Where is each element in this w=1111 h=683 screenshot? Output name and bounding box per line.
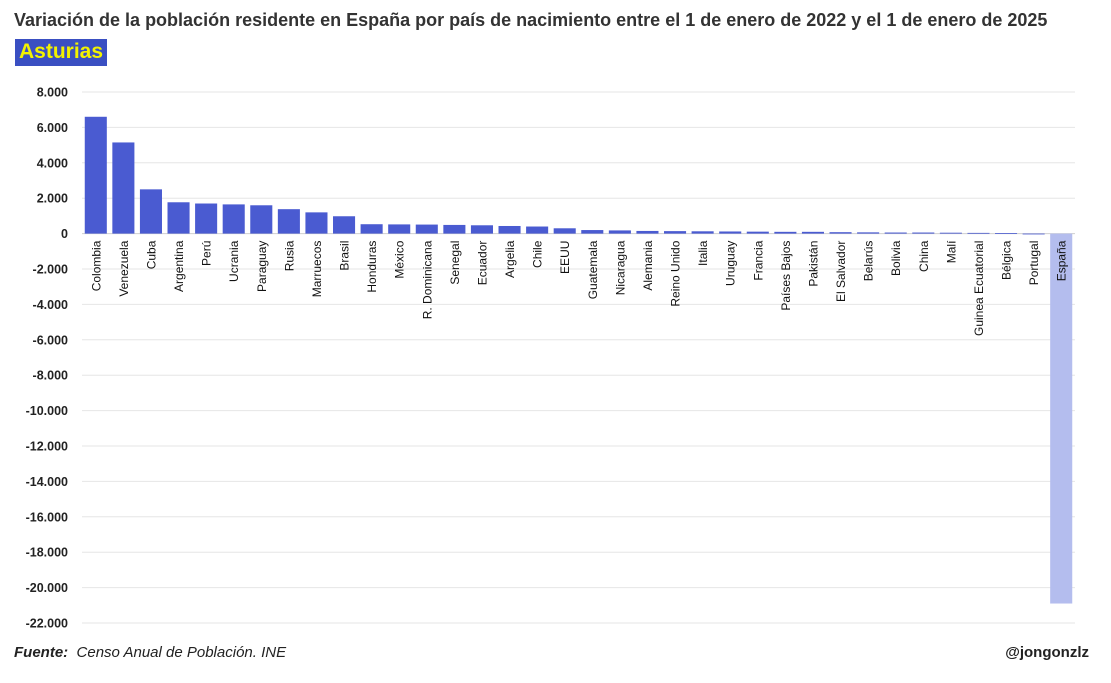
bar <box>388 224 411 234</box>
bar <box>664 231 687 234</box>
x-tick-label: Senegal <box>448 241 462 285</box>
x-tick-label: Argentina <box>172 240 186 292</box>
x-tick-label: Honduras <box>365 241 379 293</box>
y-tick-label: -18.000 <box>26 546 68 560</box>
y-tick-label: 4.000 <box>37 156 68 170</box>
bar <box>553 228 576 234</box>
bar <box>498 225 521 234</box>
source-note: Fuente: Censo Anual de Población. INE <box>14 644 286 661</box>
bar <box>112 142 135 234</box>
x-tick-label: Malí <box>944 240 958 263</box>
y-tick-label: -6.000 <box>33 333 68 347</box>
author-handle: @jongonzlz <box>1005 644 1089 661</box>
bar <box>884 232 907 234</box>
y-tick-label: -12.000 <box>26 440 68 454</box>
bar <box>636 230 659 234</box>
x-tick-label: Belarús <box>862 241 876 282</box>
y-tick-label: 8.000 <box>37 86 68 100</box>
bar <box>746 231 769 234</box>
bar <box>415 224 438 234</box>
y-tick-label: 0 <box>61 227 68 241</box>
chart-title: Variación de la población residente en E… <box>14 10 1048 30</box>
x-tick-label: R. Dominicana <box>420 240 434 319</box>
x-tick-label: Chile <box>531 240 545 268</box>
y-tick-label: -20.000 <box>26 581 68 595</box>
x-tick-label: Argelia <box>503 240 517 278</box>
x-tick-label: Bélgica <box>1000 240 1014 280</box>
bar <box>333 216 356 234</box>
x-tick-label: Pakistán <box>806 241 820 287</box>
gridlines <box>82 91 1075 624</box>
x-tick-label: Marruecos <box>310 241 324 298</box>
bar <box>360 224 383 234</box>
y-tick-label: 6.000 <box>37 121 68 135</box>
source-text: Censo Anual de Población. INE <box>76 644 287 661</box>
x-tick-label: Rusia <box>282 240 296 271</box>
y-axis-ticks: 8.000 6.000 4.000 2.000 0 -2.000 -4.000 -6.000 -… <box>26 86 68 631</box>
bar <box>691 231 714 234</box>
x-tick-label: Guatemala <box>586 240 600 299</box>
bar <box>1022 233 1045 235</box>
bar <box>939 232 962 234</box>
bar <box>719 231 742 234</box>
bar <box>250 205 273 234</box>
x-tick-label: Cuba <box>144 240 158 269</box>
x-tick-label: Venezuela <box>117 240 131 296</box>
bar <box>608 230 631 234</box>
bar <box>829 232 852 234</box>
y-tick-label: -4.000 <box>33 298 68 312</box>
bar <box>305 212 328 234</box>
x-tick-label: Brasil <box>338 241 352 271</box>
source-label: Fuente: <box>14 644 69 661</box>
x-tick-label: Ucrania <box>227 240 241 282</box>
x-tick-label: Guinea Ecuatorial <box>972 241 986 336</box>
x-tick-label: Perú <box>200 241 214 266</box>
bar <box>774 231 797 234</box>
bar <box>995 233 1018 234</box>
bar <box>857 232 880 234</box>
bar <box>277 209 300 234</box>
y-tick-label: 2.000 <box>37 192 68 206</box>
y-tick-label: -16.000 <box>26 510 68 524</box>
bar <box>801 231 824 234</box>
x-tick-label: El Salvador <box>834 241 848 302</box>
bar <box>581 230 604 234</box>
y-tick-label: -8.000 <box>33 369 68 383</box>
bar <box>967 232 990 234</box>
bar <box>195 203 218 234</box>
region-badge: Asturias <box>15 39 108 66</box>
x-tick-label: Paraguay <box>255 241 269 292</box>
y-tick-label: -22.000 <box>26 617 68 631</box>
bar <box>139 189 162 234</box>
x-tick-label: Francia <box>751 240 765 280</box>
x-tick-label: EEUU <box>558 241 572 274</box>
bar <box>222 204 245 234</box>
bar <box>912 232 935 234</box>
x-tick-label: China <box>917 240 931 272</box>
y-tick-label: -2.000 <box>33 263 68 277</box>
bar <box>1050 233 1073 604</box>
x-tick-label: Reino Unido <box>669 240 683 306</box>
x-tick-label: México <box>393 240 407 278</box>
bar <box>167 202 190 234</box>
bar <box>443 224 466 234</box>
bar <box>526 226 549 234</box>
bars <box>84 116 1073 604</box>
x-tick-label: Nicaragua <box>613 240 627 295</box>
x-tick-label: Alemania <box>641 240 655 290</box>
y-tick-label: -14.000 <box>26 475 68 489</box>
y-tick-label: -10.000 <box>26 404 68 418</box>
bar <box>470 225 493 234</box>
bar <box>84 116 107 234</box>
x-tick-label: Portugal <box>1027 241 1041 286</box>
x-tick-label: Ecuador <box>475 241 489 286</box>
x-axis-labels: Colombia Venezuela Cuba Argentina Perú Ucrani… <box>89 240 1068 336</box>
x-tick-label: Italia <box>696 240 710 266</box>
x-tick-label: Bolivia <box>889 240 903 276</box>
x-tick-label: Colombia <box>89 240 103 291</box>
x-tick-label: Países Bajos <box>779 241 793 311</box>
x-tick-label: España <box>1055 240 1069 281</box>
x-tick-label: Uruguay <box>724 241 738 286</box>
